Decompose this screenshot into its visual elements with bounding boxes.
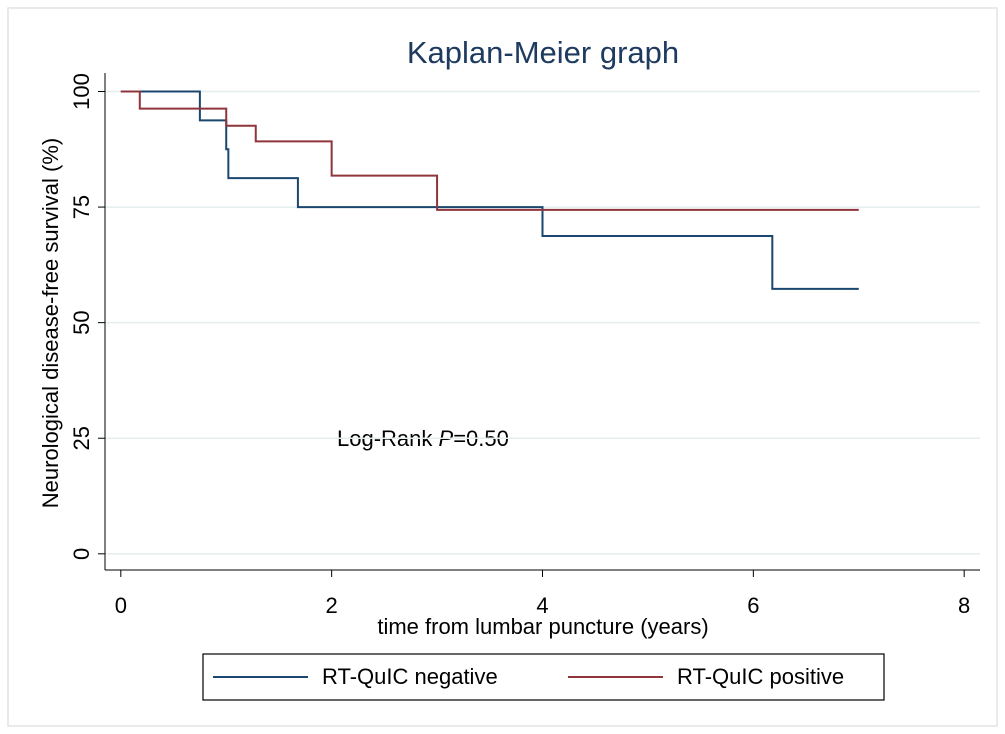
chart-title: Kaplan-Meier graph: [407, 35, 679, 70]
x-tick-label: 6: [747, 593, 759, 618]
km-line: [120, 90, 859, 211]
x-tick-label: 8: [958, 593, 970, 618]
y-tick-label: 0: [69, 548, 94, 560]
y-axis-label: Neurological disease-free survival (%): [38, 138, 63, 508]
y-tick-label: 50: [69, 310, 94, 334]
y-tick-label: 25: [69, 426, 94, 450]
y-tick-label: 100: [69, 73, 94, 110]
x-tick-label: 0: [115, 593, 127, 618]
x-tick-label: 2: [326, 593, 338, 618]
x-axis-label: time from lumbar puncture (years): [377, 614, 708, 639]
legend-label: RT-QuIC positive: [677, 664, 844, 689]
annotation: Log-Rank P=0.50: [337, 426, 509, 451]
km-line: [120, 90, 859, 290]
frame: [7, 7, 998, 727]
x-tick-label: 4: [536, 593, 548, 618]
legend-label: RT-QuIC negative: [322, 664, 498, 689]
y-tick-label: 75: [69, 195, 94, 219]
legend-box: [202, 653, 885, 701]
